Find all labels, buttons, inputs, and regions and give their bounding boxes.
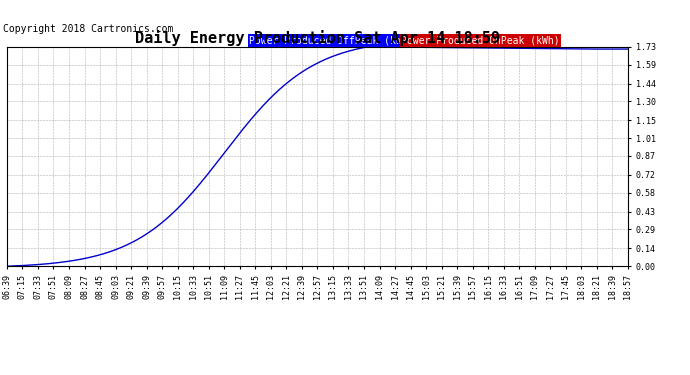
Text: Copyright 2018 Cartronics.com: Copyright 2018 Cartronics.com bbox=[3, 24, 174, 34]
Title: Daily Energy Production Sat Apr 14 18:59: Daily Energy Production Sat Apr 14 18:59 bbox=[135, 30, 500, 46]
Text: Power Produced OffPeak (kWh): Power Produced OffPeak (kWh) bbox=[249, 36, 413, 46]
Text: Power Produced OnPeak (kWh): Power Produced OnPeak (kWh) bbox=[401, 36, 560, 46]
